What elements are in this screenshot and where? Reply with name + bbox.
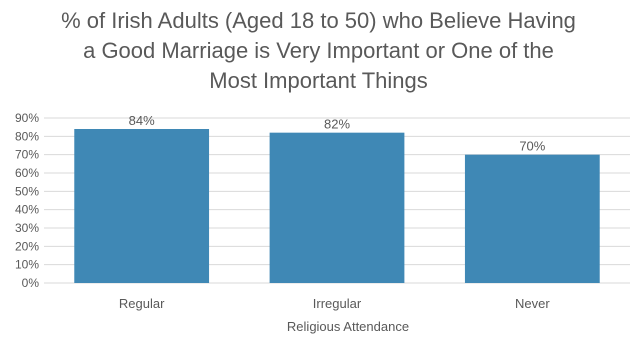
x-tick-label-irregular: Irregular xyxy=(313,296,362,311)
bar-irregular xyxy=(269,132,405,283)
y-tick-label: 90% xyxy=(15,111,39,125)
y-tick-label: 30% xyxy=(15,221,39,235)
chart-title-line-3: Most Important Things xyxy=(209,68,428,93)
x-axis-tick-labels: Regular Irregular Never xyxy=(119,296,550,311)
y-tick-label: 50% xyxy=(15,184,39,198)
chart-title-line-1: % of Irish Adults (Aged 18 to 50) who Be… xyxy=(61,8,576,33)
y-tick-label: 40% xyxy=(15,203,39,217)
bars xyxy=(74,129,600,283)
data-label-regular: 84% xyxy=(129,113,155,128)
chart-title-line-2: a Good Marriage is Very Important or One… xyxy=(83,38,554,63)
data-labels: 84% 82% 70% xyxy=(129,113,546,154)
bar-never xyxy=(464,154,600,283)
bar-regular xyxy=(74,129,210,283)
y-tick-label: 10% xyxy=(15,258,39,272)
data-label-never: 70% xyxy=(519,139,545,154)
chart-title: % of Irish Adults (Aged 18 to 50) who Be… xyxy=(0,6,637,96)
y-tick-label: 80% xyxy=(15,129,39,143)
y-axis-tick-labels: 0% 10% 20% 30% 40% 50% 60% 70% 80% 90% xyxy=(15,111,39,290)
y-tick-label: 20% xyxy=(15,239,39,253)
x-axis-title: Religious Attendance xyxy=(287,319,409,334)
y-tick-label: 0% xyxy=(22,276,40,290)
y-tick-label: 70% xyxy=(15,148,39,162)
x-tick-label-regular: Regular xyxy=(119,296,165,311)
x-tick-label-never: Never xyxy=(515,296,550,311)
y-tick-label: 60% xyxy=(15,166,39,180)
data-label-irregular: 82% xyxy=(324,117,350,132)
